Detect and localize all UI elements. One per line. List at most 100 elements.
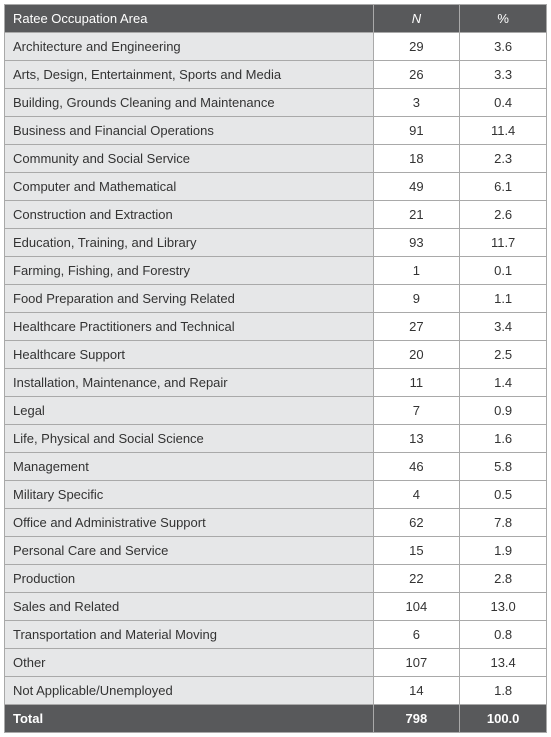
row-n: 91	[373, 117, 460, 145]
row-pct: 13.4	[460, 649, 547, 677]
row-pct: 2.6	[460, 201, 547, 229]
row-label: Military Specific	[5, 481, 374, 509]
row-label: Food Preparation and Serving Related	[5, 285, 374, 313]
table-row: Life, Physical and Social Science131.6	[5, 425, 547, 453]
row-label: Farming, Fishing, and Forestry	[5, 257, 374, 285]
row-n: 49	[373, 173, 460, 201]
col-header-pct: %	[460, 5, 547, 33]
table-row: Not Applicable/Unemployed141.8	[5, 677, 547, 705]
row-n: 15	[373, 537, 460, 565]
row-n: 21	[373, 201, 460, 229]
row-n: 6	[373, 621, 460, 649]
row-n: 14	[373, 677, 460, 705]
col-header-n: N	[373, 5, 460, 33]
row-n: 104	[373, 593, 460, 621]
table-row: Transportation and Material Moving60.8	[5, 621, 547, 649]
row-n: 11	[373, 369, 460, 397]
row-pct: 1.6	[460, 425, 547, 453]
row-pct: 5.8	[460, 453, 547, 481]
row-pct: 0.9	[460, 397, 547, 425]
row-label: Building, Grounds Cleaning and Maintenan…	[5, 89, 374, 117]
row-pct: 6.1	[460, 173, 547, 201]
row-n: 26	[373, 61, 460, 89]
row-label: Arts, Design, Entertainment, Sports and …	[5, 61, 374, 89]
table-row: Production222.8	[5, 565, 547, 593]
row-label: Community and Social Service	[5, 145, 374, 173]
table-footer: Total 798 100.0	[5, 705, 547, 733]
row-n: 22	[373, 565, 460, 593]
row-label: Transportation and Material Moving	[5, 621, 374, 649]
row-label: Management	[5, 453, 374, 481]
row-label: Computer and Mathematical	[5, 173, 374, 201]
row-label: Construction and Extraction	[5, 201, 374, 229]
row-pct: 2.5	[460, 341, 547, 369]
row-label: Legal	[5, 397, 374, 425]
row-pct: 0.1	[460, 257, 547, 285]
row-n: 18	[373, 145, 460, 173]
row-label: Healthcare Support	[5, 341, 374, 369]
table-row: Military Specific40.5	[5, 481, 547, 509]
row-pct: 1.1	[460, 285, 547, 313]
table-row: Office and Administrative Support627.8	[5, 509, 547, 537]
row-pct: 3.3	[460, 61, 547, 89]
row-n: 7	[373, 397, 460, 425]
row-pct: 11.4	[460, 117, 547, 145]
row-label: Not Applicable/Unemployed	[5, 677, 374, 705]
col-header-label: Ratee Occupation Area	[5, 5, 374, 33]
row-n: 29	[373, 33, 460, 61]
table-row: Personal Care and Service151.9	[5, 537, 547, 565]
table-row: Arts, Design, Entertainment, Sports and …	[5, 61, 547, 89]
table-row: Healthcare Support202.5	[5, 341, 547, 369]
row-n: 1	[373, 257, 460, 285]
row-pct: 13.0	[460, 593, 547, 621]
row-n: 13	[373, 425, 460, 453]
row-label: Education, Training, and Library	[5, 229, 374, 257]
table-row: Business and Financial Operations9111.4	[5, 117, 547, 145]
row-n: 107	[373, 649, 460, 677]
row-label: Personal Care and Service	[5, 537, 374, 565]
table-row: Construction and Extraction212.6	[5, 201, 547, 229]
row-label: Business and Financial Operations	[5, 117, 374, 145]
row-pct: 0.5	[460, 481, 547, 509]
row-n: 46	[373, 453, 460, 481]
row-label: Sales and Related	[5, 593, 374, 621]
row-label: Architecture and Engineering	[5, 33, 374, 61]
row-pct: 3.6	[460, 33, 547, 61]
row-label: Installation, Maintenance, and Repair	[5, 369, 374, 397]
row-pct: 2.3	[460, 145, 547, 173]
row-pct: 11.7	[460, 229, 547, 257]
table-row: Education, Training, and Library9311.7	[5, 229, 547, 257]
row-pct: 1.4	[460, 369, 547, 397]
table-row: Sales and Related10413.0	[5, 593, 547, 621]
occupation-table: Ratee Occupation Area N % Architecture a…	[4, 4, 547, 733]
row-pct: 1.9	[460, 537, 547, 565]
table-header: Ratee Occupation Area N %	[5, 5, 547, 33]
table-row: Architecture and Engineering293.6	[5, 33, 547, 61]
row-pct: 0.4	[460, 89, 547, 117]
row-n: 20	[373, 341, 460, 369]
table-row: Management465.8	[5, 453, 547, 481]
table-row: Other10713.4	[5, 649, 547, 677]
row-label: Other	[5, 649, 374, 677]
total-pct: 100.0	[460, 705, 547, 733]
row-pct: 2.8	[460, 565, 547, 593]
total-n: 798	[373, 705, 460, 733]
total-label: Total	[5, 705, 374, 733]
table-row: Legal70.9	[5, 397, 547, 425]
table-body: Architecture and Engineering293.6Arts, D…	[5, 33, 547, 705]
row-n: 93	[373, 229, 460, 257]
row-pct: 7.8	[460, 509, 547, 537]
table-row: Farming, Fishing, and Forestry10.1	[5, 257, 547, 285]
row-label: Production	[5, 565, 374, 593]
row-label: Life, Physical and Social Science	[5, 425, 374, 453]
row-label: Office and Administrative Support	[5, 509, 374, 537]
table-row: Computer and Mathematical496.1	[5, 173, 547, 201]
row-n: 27	[373, 313, 460, 341]
table-row: Building, Grounds Cleaning and Maintenan…	[5, 89, 547, 117]
table-row: Food Preparation and Serving Related91.1	[5, 285, 547, 313]
table-row: Community and Social Service182.3	[5, 145, 547, 173]
row-pct: 0.8	[460, 621, 547, 649]
row-pct: 1.8	[460, 677, 547, 705]
row-n: 9	[373, 285, 460, 313]
row-pct: 3.4	[460, 313, 547, 341]
